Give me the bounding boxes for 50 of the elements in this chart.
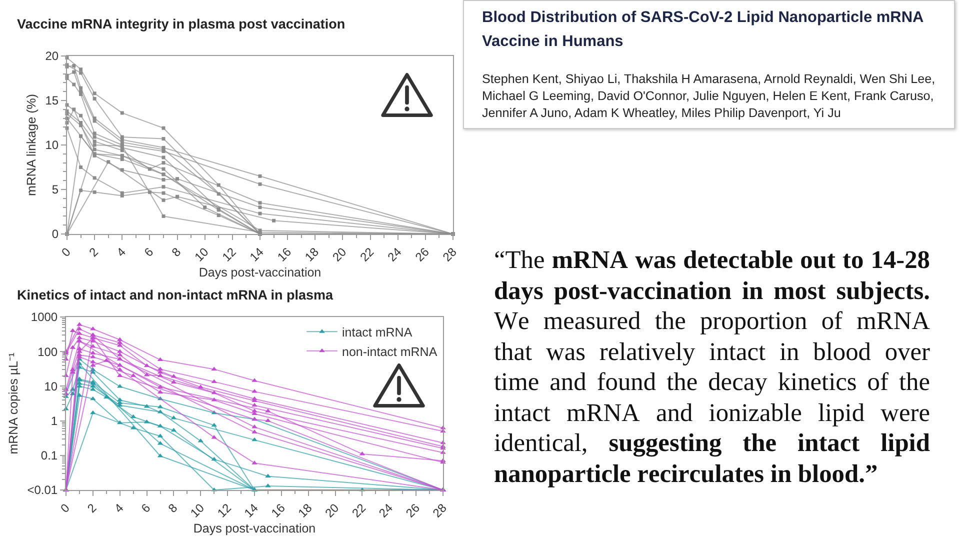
x-tick-label: 2 <box>86 244 102 260</box>
x-tick-label: 22 <box>349 500 369 520</box>
y-tick-label: 1000 <box>30 310 58 324</box>
y-tick-label: 0 <box>52 227 59 242</box>
x-tick-label: 22 <box>357 244 377 264</box>
x-tick-label: 12 <box>219 244 240 264</box>
x-tick-label: 10 <box>188 500 208 520</box>
x-tick-label: 2 <box>84 500 100 516</box>
y-tick-label: 1 <box>50 414 58 428</box>
text: “The <box>494 246 545 274</box>
x-tick-label: 8 <box>169 244 184 260</box>
y-tick-label: 100 <box>38 344 58 359</box>
x-tick-label: 20 <box>330 244 350 264</box>
x-tick-label: 24 <box>376 500 396 520</box>
x-tick-label: 4 <box>114 244 129 260</box>
x-axis-title: Days post-vaccination <box>193 521 316 536</box>
x-tick-label: 26 <box>403 500 423 520</box>
y-tick-label: 10 <box>45 138 59 152</box>
x-tick-label: 14 <box>247 244 267 264</box>
y-tick-label: 0.1 <box>40 448 58 463</box>
legend-label: non-intact mRNA <box>342 344 438 359</box>
x-tick-label: 18 <box>302 244 322 264</box>
y-tick-label: <0.01 <box>27 483 58 498</box>
x-tick-label: 14 <box>242 500 262 520</box>
x-tick-label: 12 <box>214 500 234 520</box>
x-tick-label: 6 <box>138 500 154 516</box>
text: Stephen Kent, Shiyao Li, Thakshila H Amarasena, Arnold Reynaldi, Wen Shi Lee, Michael G Leeming, David O'Connor, Julie Nguyen, Helen E Kent, Frank Caruso, Jennifer A Juno, Adam K Wheatley, Miles Philip Davenport, Yi Ju <box>482 72 936 120</box>
x-tick-label: 10 <box>192 244 212 264</box>
y-tick-label: 10 <box>44 379 58 394</box>
x-tick-label: 8 <box>165 500 180 516</box>
y-tick-label: 20 <box>45 49 59 64</box>
y-axis-title: mRNA linkage (%) <box>24 94 38 196</box>
x-tick-label: 20 <box>322 500 342 520</box>
x-tick-label: 26 <box>412 244 432 264</box>
x-tick-label: 16 <box>268 500 288 520</box>
legend-label: intact mRNA <box>342 326 413 340</box>
x-tick-label: 24 <box>384 244 404 264</box>
text: Blood Distribution of SARS-CoV-2 Lipid Nanoparticle mRNA Vaccine in Humans <box>482 8 924 52</box>
chart-title: Kinetics of intact and non-intact mRNA in plasma <box>17 288 334 303</box>
x-tick-label: 28 <box>430 500 450 520</box>
y-tick-label: 15 <box>45 94 59 108</box>
chart-title: Vaccine mRNA integrity in plasma post vaccination <box>17 16 346 32</box>
x-axis-title: Days post-vaccination <box>198 265 322 280</box>
x-tick-label: 28 <box>440 244 460 264</box>
x-tick-label: 6 <box>141 244 156 260</box>
x-tick-label: 18 <box>295 500 315 520</box>
y-axis-title: mRNA copies µL⁻¹ <box>6 352 20 454</box>
x-tick-label: 4 <box>112 500 126 516</box>
x-tick-label: 16 <box>274 244 294 264</box>
y-tick-label: 5 <box>52 182 59 197</box>
